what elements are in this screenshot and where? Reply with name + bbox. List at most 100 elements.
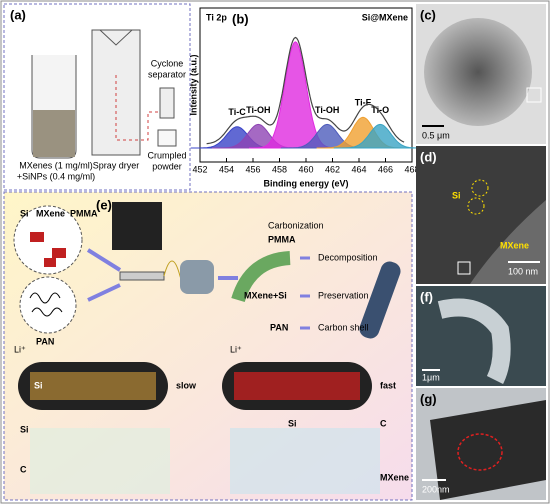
zoom-box [457, 261, 471, 275]
pan-chains [29, 292, 63, 317]
chart-title: Ti 2p [206, 12, 227, 22]
cyclone-label: separator [148, 69, 186, 79]
x-tick-label: 460 [298, 164, 313, 174]
collector [180, 260, 214, 294]
route-result: Carbon shell [318, 322, 369, 332]
peak-label: Ti-O [371, 105, 389, 115]
cyclone [159, 87, 175, 119]
atom-label: Si [288, 418, 297, 428]
ion-label: Li⁺ [230, 344, 242, 354]
feed-text: +SiNPs (0.4 mg/ml) [17, 171, 95, 181]
x-tick-label: 462 [325, 164, 340, 174]
atom-label: C [380, 418, 387, 428]
route-name: PMMA [268, 234, 296, 244]
scale-text: 200nm [422, 484, 450, 494]
panel-label: (c) [420, 7, 436, 22]
lattice [230, 428, 380, 494]
arrow [300, 256, 310, 330]
collector [157, 129, 177, 147]
x-tick-label: 456 [245, 164, 260, 174]
panel-b: (b) Ti 2p Si@MXene Binding energy (eV) I… [188, 7, 426, 188]
x-tick-label: 454 [219, 164, 234, 174]
pan-label: PAN [36, 336, 54, 346]
feed-text: MXenes (1 mg/ml) [19, 160, 93, 170]
peak [333, 123, 426, 149]
speed-label: slow [176, 380, 197, 390]
syringe [119, 271, 165, 281]
dryer-label: Spray dryer [93, 160, 140, 170]
route-name: PAN [270, 322, 288, 332]
nozzle [99, 29, 133, 46]
panel-label: (b) [232, 11, 249, 26]
mxene-flake [52, 248, 66, 258]
x-tick-label: 464 [351, 164, 366, 174]
fiber [231, 251, 291, 303]
peak-label: Ti-O-Ti [281, 22, 310, 32]
x-tick-label: 468 [404, 164, 419, 174]
panel-label: (e) [96, 197, 112, 212]
atom-label: C [20, 464, 27, 474]
input-label: Si [20, 208, 29, 218]
pan-solution [19, 276, 77, 334]
solution [33, 110, 75, 157]
panel-d: (d) Si MXene 100 nm [416, 146, 546, 284]
x-axis-label: Binding energy (eV) [263, 178, 348, 188]
fiber-cross [359, 261, 401, 339]
scale-text: 0.5 μm [422, 130, 450, 140]
panel-c: (c) 0.5 μm [416, 4, 546, 144]
core-label: Si [34, 380, 43, 390]
peak-label: Ti-OH [246, 105, 270, 115]
si-core [30, 372, 156, 400]
si-marker [467, 197, 485, 215]
mxene-flake [44, 258, 56, 267]
speed-label: fast [380, 380, 396, 390]
panel-g: (g) 200nm [416, 388, 546, 500]
panel-f: (f) 1μm [416, 286, 546, 386]
ion-label: Li⁺ [14, 344, 26, 354]
si-label: Si [452, 190, 461, 200]
x-tick-label: 466 [378, 164, 393, 174]
panel-label: (f) [420, 289, 433, 304]
peak-label: Ti-C [228, 107, 246, 117]
atom-label: Si [20, 424, 29, 434]
peak-label: Ti-OH [315, 105, 339, 115]
particle [416, 146, 546, 284]
panel-border [3, 3, 191, 191]
envelope [206, 36, 405, 145]
input-label: MXene [36, 208, 65, 218]
atom-label: MXene [380, 472, 409, 482]
mxene-flake [30, 232, 44, 242]
route-name: MXene+Si [244, 290, 287, 300]
mxene-label: MXene [500, 240, 529, 250]
product-label: Crumpled [147, 150, 186, 160]
mxene-core [234, 372, 360, 400]
highlight [457, 433, 503, 471]
photo [112, 202, 162, 250]
scale-text: 1μm [422, 372, 440, 382]
flow [115, 75, 165, 141]
input-label: PMMA [70, 208, 98, 218]
panel-label: (d) [420, 149, 437, 164]
particle [424, 18, 532, 126]
panel-a: (a) MXenes (1 mg/ml) +SiNPs (0.4 mg/ml) … [3, 3, 191, 191]
arrow [86, 248, 122, 302]
y-axis-label: Intensity (a.u.) [188, 54, 198, 115]
panel-e: (e) Si MXene PMMA PAN PMMA Carbonization… [3, 191, 413, 501]
sample-label: Si@MXene [362, 12, 408, 22]
x-tick-label: 458 [272, 164, 287, 174]
fiber [437, 298, 511, 385]
dryer [91, 29, 141, 156]
route-step: Carbonization [268, 220, 324, 230]
lattice [30, 428, 170, 494]
panel-label: (a) [10, 7, 26, 22]
scale-text: 100 nm [508, 266, 538, 276]
zoom-box [526, 87, 542, 103]
peak-label: Ti-F [355, 98, 372, 108]
fiber [430, 400, 546, 500]
route-result: Decomposition [318, 252, 378, 262]
route-result: Preservation [318, 290, 369, 300]
cyclone-label: Cyclone [151, 58, 184, 68]
product-label: powder [152, 161, 182, 171]
